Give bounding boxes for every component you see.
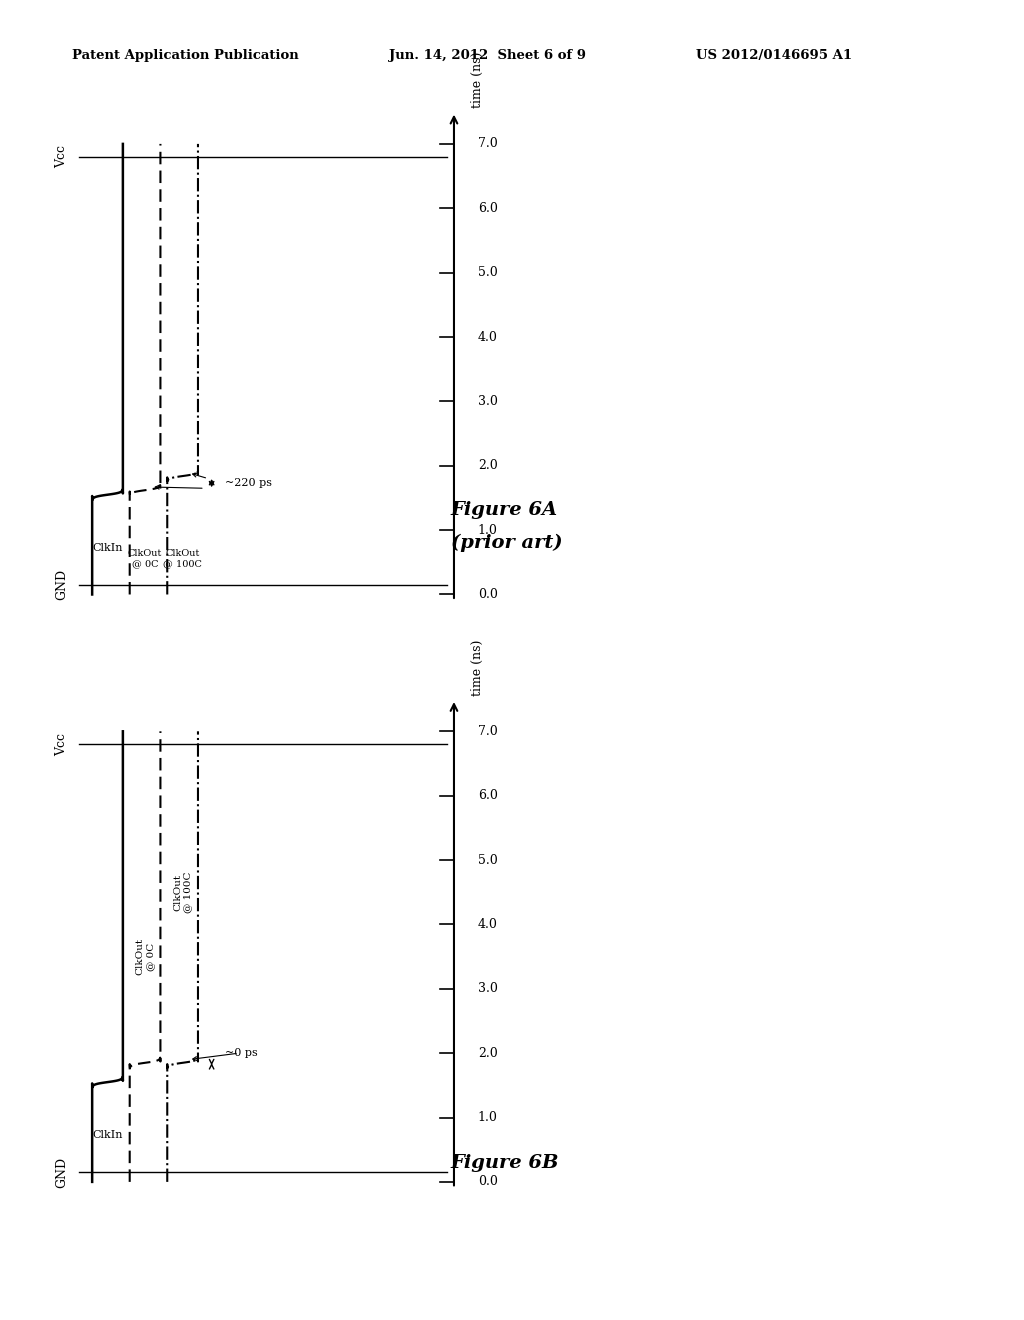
Text: 7.0: 7.0 <box>478 725 498 738</box>
Text: Vcc: Vcc <box>55 145 69 168</box>
Text: US 2012/0146695 A1: US 2012/0146695 A1 <box>696 49 852 62</box>
Text: 4.0: 4.0 <box>478 330 498 343</box>
Text: Vcc: Vcc <box>55 733 69 755</box>
Text: 2.0: 2.0 <box>478 459 498 473</box>
Text: Patent Application Publication: Patent Application Publication <box>72 49 298 62</box>
Text: GND: GND <box>55 569 69 601</box>
Text: time (ns): time (ns) <box>471 639 484 696</box>
Text: 2.0: 2.0 <box>478 1047 498 1060</box>
Text: 0.0: 0.0 <box>478 587 498 601</box>
Text: Figure 6B: Figure 6B <box>451 1154 559 1172</box>
Text: (prior art): (prior art) <box>451 533 562 552</box>
Text: ClkOut
@ 100C: ClkOut @ 100C <box>173 871 193 913</box>
Text: 1.0: 1.0 <box>478 1111 498 1125</box>
Text: ClkOut
@ 100C: ClkOut @ 100C <box>163 549 202 569</box>
Text: 3.0: 3.0 <box>478 982 498 995</box>
Text: 6.0: 6.0 <box>478 202 498 215</box>
Text: 5.0: 5.0 <box>478 854 498 866</box>
Text: 4.0: 4.0 <box>478 917 498 931</box>
Text: 3.0: 3.0 <box>478 395 498 408</box>
Text: ~220 ps: ~220 ps <box>225 478 272 488</box>
Text: ClkOut
@ 0C: ClkOut @ 0C <box>128 549 162 569</box>
Text: ClkIn: ClkIn <box>92 1130 123 1140</box>
Text: 5.0: 5.0 <box>478 267 498 279</box>
Text: Figure 6A: Figure 6A <box>451 500 558 519</box>
Text: 6.0: 6.0 <box>478 789 498 803</box>
Text: ClkIn: ClkIn <box>92 543 123 553</box>
Text: 1.0: 1.0 <box>478 524 498 537</box>
Text: Jun. 14, 2012  Sheet 6 of 9: Jun. 14, 2012 Sheet 6 of 9 <box>389 49 586 62</box>
Text: ClkOut
@ 0C: ClkOut @ 0C <box>135 939 155 975</box>
Text: GND: GND <box>55 1156 69 1188</box>
Text: ~0 ps: ~0 ps <box>225 1048 258 1059</box>
Text: 0.0: 0.0 <box>478 1175 498 1188</box>
Text: time (ns): time (ns) <box>471 51 484 108</box>
Text: 7.0: 7.0 <box>478 137 498 150</box>
